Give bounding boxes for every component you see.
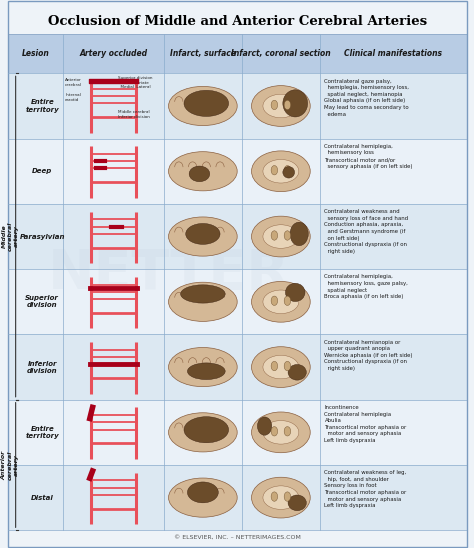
Text: Anterior
cerebral
artery: Anterior cerebral artery — [2, 450, 18, 480]
Ellipse shape — [252, 151, 310, 192]
Ellipse shape — [284, 100, 291, 110]
Text: Clinical manifestations: Clinical manifestations — [344, 49, 442, 58]
Ellipse shape — [271, 231, 278, 240]
Text: Contralateral hemianopia or
  upper quadrant anopia
Wernicke aphasia (if on left: Contralateral hemianopia or upper quadra… — [325, 340, 413, 371]
Ellipse shape — [184, 416, 228, 443]
Text: Infarct, surface: Infarct, surface — [170, 49, 236, 58]
Text: Inferior
division: Inferior division — [27, 361, 57, 374]
Text: Superior division
Lenticulostriate
  Medial  Lateral: Superior division Lenticulostriate Media… — [118, 76, 153, 89]
Ellipse shape — [284, 361, 291, 371]
Text: Parasylvian: Parasylvian — [19, 233, 65, 239]
Ellipse shape — [252, 282, 310, 322]
Bar — [8, 139, 467, 204]
Text: Lesion: Lesion — [21, 49, 49, 58]
Ellipse shape — [288, 495, 306, 511]
Ellipse shape — [283, 167, 294, 178]
Ellipse shape — [169, 152, 237, 191]
Ellipse shape — [263, 486, 299, 510]
Bar — [8, 204, 467, 269]
Ellipse shape — [169, 87, 237, 125]
Ellipse shape — [187, 482, 219, 503]
Text: Contralateral weakness of leg,
  hip, foot, and shoulder
Sensory loss in foot
Tr: Contralateral weakness of leg, hip, foot… — [325, 470, 407, 508]
Text: Infarct, coronal section: Infarct, coronal section — [231, 49, 331, 58]
Ellipse shape — [263, 159, 299, 183]
Text: Contralateral hemiplegia,
  hemisensory loss, gaze palsy,
  spatial neglect
Broc: Contralateral hemiplegia, hemisensory lo… — [325, 275, 408, 299]
Text: Entire
territory: Entire territory — [26, 426, 59, 439]
Ellipse shape — [169, 282, 237, 321]
Ellipse shape — [184, 90, 228, 116]
Text: © ELSEVIER, INC. – NETTERIMAGES.COM: © ELSEVIER, INC. – NETTERIMAGES.COM — [174, 535, 301, 540]
Ellipse shape — [252, 412, 310, 453]
Text: Incontinence
Contralateral hemiplegia
Abulia
Transcortical motor aphasia or
  mo: Incontinence Contralateral hemiplegia Ab… — [325, 405, 407, 443]
Text: Contralateral hemiplegia,
  hemisensory loss
Transcortical motor and/or
  sensor: Contralateral hemiplegia, hemisensory lo… — [325, 144, 413, 169]
Text: Deep: Deep — [32, 168, 53, 174]
Ellipse shape — [252, 477, 310, 518]
Ellipse shape — [169, 478, 237, 517]
Ellipse shape — [271, 165, 278, 175]
Ellipse shape — [284, 165, 291, 175]
Ellipse shape — [252, 216, 310, 257]
Text: Contralateral weakness and
  sensory loss of face and hand
Conduction aphasia, a: Contralateral weakness and sensory loss … — [325, 209, 409, 254]
Bar — [8, 73, 467, 139]
Ellipse shape — [283, 90, 308, 117]
Ellipse shape — [169, 347, 237, 387]
Bar — [8, 334, 467, 399]
Ellipse shape — [263, 421, 299, 444]
Ellipse shape — [288, 364, 306, 380]
Text: Anterior
cerebral: Anterior cerebral — [65, 78, 82, 87]
Ellipse shape — [263, 355, 299, 379]
Ellipse shape — [187, 363, 225, 380]
Ellipse shape — [189, 166, 210, 182]
Ellipse shape — [284, 231, 291, 240]
Ellipse shape — [271, 296, 278, 305]
Bar — [8, 465, 467, 530]
Ellipse shape — [290, 222, 308, 246]
Text: Superior
division: Superior division — [25, 295, 59, 309]
Text: Entire
territory: Entire territory — [26, 99, 59, 112]
Bar — [8, 399, 467, 465]
Ellipse shape — [181, 285, 225, 303]
Ellipse shape — [285, 283, 305, 301]
FancyBboxPatch shape — [8, 34, 467, 73]
Ellipse shape — [271, 426, 278, 436]
Ellipse shape — [169, 217, 237, 256]
Text: Middle
cerebral
artery: Middle cerebral artery — [2, 222, 18, 251]
Ellipse shape — [271, 492, 278, 501]
Ellipse shape — [284, 492, 291, 501]
Text: Internal
carotid: Internal carotid — [65, 93, 81, 102]
Ellipse shape — [271, 100, 278, 110]
Ellipse shape — [252, 85, 310, 127]
Ellipse shape — [252, 347, 310, 387]
Ellipse shape — [263, 94, 299, 118]
Ellipse shape — [284, 296, 291, 305]
Text: Middle cerebral
Inferior division: Middle cerebral Inferior division — [118, 110, 150, 118]
Text: NETTER: NETTER — [47, 247, 290, 301]
Bar — [8, 269, 467, 334]
Text: Artery occluded: Artery occluded — [79, 49, 147, 58]
Ellipse shape — [263, 225, 299, 248]
Text: Distal: Distal — [31, 495, 54, 501]
Ellipse shape — [257, 417, 272, 435]
Ellipse shape — [169, 413, 237, 452]
Text: Occlusion of Middle and Anterior Cerebral Arteries: Occlusion of Middle and Anterior Cerebra… — [48, 15, 427, 28]
Ellipse shape — [186, 224, 220, 244]
Ellipse shape — [263, 290, 299, 313]
Ellipse shape — [284, 426, 291, 436]
Ellipse shape — [271, 361, 278, 371]
Text: Contralateral gaze palsy,
  hemiplegia, hemisensory loss,
  spatial neglect, hem: Contralateral gaze palsy, hemiplegia, he… — [325, 78, 410, 117]
